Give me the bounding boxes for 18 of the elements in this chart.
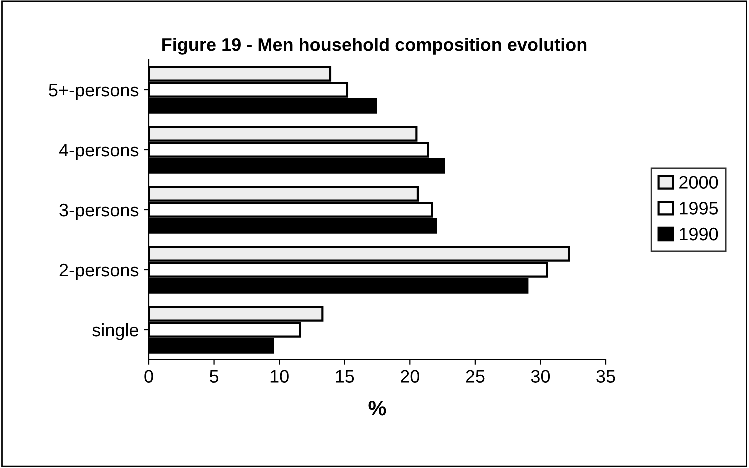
x-tick-label: 30 — [531, 370, 550, 383]
legend-label: 1990 — [680, 228, 718, 241]
y-tick-label: single — [92, 323, 138, 340]
legend-label: 1995 — [680, 202, 718, 215]
y-tick-label: 3-persons — [60, 204, 139, 220]
x-tick-label: 35 — [596, 370, 616, 383]
legend-label: 2000 — [680, 176, 718, 189]
x-tick-label: 10 — [270, 370, 289, 383]
y-tick-label: 5+-persons — [49, 84, 139, 100]
x-tick-label: 0 — [144, 370, 154, 383]
chart-title: Figure 19 - Men household composition evolution — [162, 38, 587, 55]
x-tick-label: 20 — [401, 370, 420, 383]
y-tick-label: 2-persons — [60, 264, 139, 280]
x-axis-title: % — [368, 401, 386, 416]
x-tick-label: 5 — [210, 370, 219, 383]
y-tick-label: 4-persons — [59, 144, 139, 160]
x-tick-label: 15 — [336, 370, 354, 383]
x-tick-label: 25 — [466, 370, 485, 383]
